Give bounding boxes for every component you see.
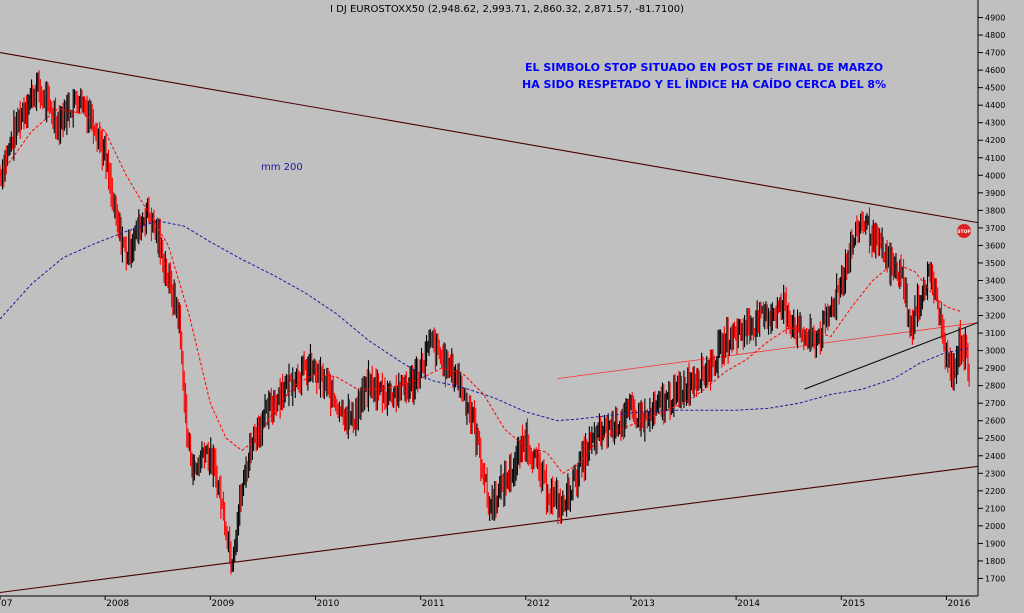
- ma200-label: mm 200: [261, 162, 303, 173]
- y-tick-label: 1900: [985, 539, 1005, 548]
- y-tick-label: 3000: [985, 347, 1005, 356]
- y-axis: 1700 1800 1900 2000 2100 2200 2300 2400 2500 2600…: [977, 0, 1005, 596]
- y-tick-label: 2900: [985, 364, 1005, 373]
- y-tick-label: 4700: [985, 49, 1005, 58]
- x-tick-label: 2010: [316, 599, 339, 608]
- y-tick-label: 3800: [985, 206, 1005, 215]
- y-tick-label: 4900: [985, 14, 1005, 23]
- y-tick-label: 4200: [985, 136, 1005, 145]
- price-bars: [0, 70, 970, 575]
- y-tick-label: 2000: [985, 522, 1005, 531]
- y-tick-label: 2700: [985, 399, 1005, 408]
- trendline-channel_lower: [0, 465, 979, 594]
- y-tick-label: 2400: [985, 452, 1005, 461]
- y-tick-label: 1700: [985, 574, 1005, 583]
- x-tick-label: 2009: [211, 599, 234, 608]
- ma200-line: [0, 220, 968, 422]
- stop-sign-text: STOP: [957, 229, 971, 235]
- y-tick-label: 2800: [985, 382, 1005, 391]
- trendline-black_trend: [804, 322, 979, 390]
- x-tick-label: 2016: [947, 599, 970, 608]
- x-tick-label: 2011: [422, 599, 445, 608]
- y-tick-label: 2500: [985, 434, 1005, 443]
- y-tick-label: 4400: [985, 101, 1005, 110]
- chart-title: I DJ EUROSTOXX50 (2,948.62, 2,993.71, 2,…: [330, 4, 684, 15]
- y-tick-label: 3300: [985, 294, 1005, 303]
- y-tick-label: 2200: [985, 487, 1005, 496]
- y-tick-label: 4300: [985, 119, 1005, 128]
- y-tick-label: 3200: [985, 312, 1005, 321]
- x-tick-label: 2015: [842, 599, 865, 608]
- x-tick-label: 2012: [527, 599, 550, 608]
- x-tick-label: 2008: [106, 599, 129, 608]
- x-tick-label: 07: [1, 599, 12, 608]
- trendline-red_support: [557, 322, 979, 380]
- annotation-line-1: EL SIMBOLO STOP SITUADO EN POST DE FINAL…: [525, 61, 883, 74]
- y-tick-label: 4500: [985, 84, 1005, 93]
- y-tick-label: 3700: [985, 224, 1005, 233]
- y-tick-label: 4000: [985, 171, 1005, 180]
- x-tick-label: 2014: [737, 599, 760, 608]
- ma-short-line: [0, 108, 963, 474]
- channel-lines: [0, 52, 979, 594]
- x-axis: 07 2008 2009 2010 2011 2012 2013 2014 2015 2016: [0, 595, 978, 609]
- y-tick-label: 2100: [985, 504, 1005, 513]
- trendline-channel_upper: [0, 52, 979, 224]
- y-tick-label: 3500: [985, 259, 1005, 268]
- y-tick-label: 2300: [985, 469, 1005, 478]
- y-tick-label: 3600: [985, 241, 1005, 250]
- y-tick-label: 4100: [985, 154, 1005, 163]
- stop-sign-icon: STOP: [957, 224, 971, 238]
- y-tick-label: 2600: [985, 417, 1005, 426]
- y-tick-label: 1800: [985, 557, 1005, 566]
- y-tick-label: 3400: [985, 276, 1005, 285]
- annotation-line-2: HA SIDO RESPETADO Y EL ÍNDICE HA CAÍDO C…: [522, 78, 886, 91]
- x-tick-label: 2013: [632, 599, 655, 608]
- moving-averages: [0, 108, 968, 474]
- y-tick-label: 4800: [985, 31, 1005, 40]
- y-tick-label: 3100: [985, 329, 1005, 338]
- y-tick-label: 3900: [985, 189, 1005, 198]
- y-tick-label: 4600: [985, 66, 1005, 75]
